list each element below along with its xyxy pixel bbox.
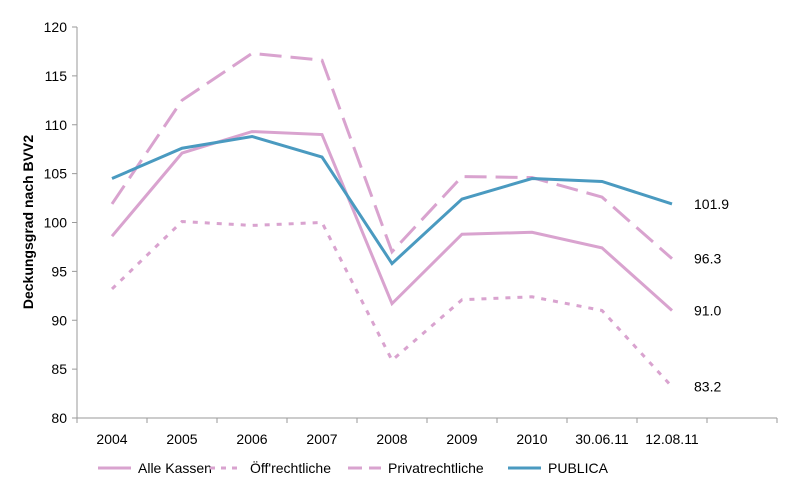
x-tick-label: 2007 [306, 431, 337, 447]
y-tick-label: 105 [44, 166, 68, 182]
legend-label: Alle Kassen [138, 460, 212, 476]
x-tick-label: 2005 [166, 431, 197, 447]
y-tick-label: 120 [44, 19, 68, 35]
x-tick-label: 30.06.11 [575, 431, 629, 447]
x-tick-label: 12.08.11 [645, 431, 699, 447]
legend-label: Privatrechtliche [388, 460, 484, 476]
x-tick-label: 2009 [446, 431, 477, 447]
legend-label: Öff'rechtliche [250, 459, 331, 476]
y-tick-label: 110 [45, 117, 68, 133]
series-line-2 [110, 219, 674, 388]
series-end-label: 83.2 [694, 379, 721, 395]
legend-label: PUBLICA [548, 460, 609, 476]
x-tick-label: 2010 [516, 431, 547, 447]
y-tick-label: 80 [51, 410, 67, 426]
y-tick-label: 90 [51, 312, 67, 328]
series-line-3 [110, 51, 673, 260]
y-tick-label: 95 [51, 263, 67, 279]
series-line-1 [110, 130, 673, 312]
x-tick-label: 2004 [96, 431, 127, 447]
axes: 80 85 90 95 100 105 110 115 120 2004 2005 2006 2007 2… [44, 19, 778, 447]
end-labels: 91.0 83.2 96.3 101.9 [694, 196, 729, 395]
series-end-label: 91.0 [694, 302, 721, 318]
x-tick-label: 2008 [376, 431, 407, 447]
series-lines [110, 51, 674, 388]
x-tick-label: 2006 [236, 431, 267, 447]
y-axis-label: Deckungsgrad nach BVV2 [20, 135, 36, 309]
y-tick-label: 115 [45, 68, 68, 84]
y-tick-label: 100 [44, 215, 68, 231]
series-end-label: 96.3 [694, 251, 721, 267]
y-tick-label: 85 [51, 361, 67, 377]
series-line-4 [111, 134, 673, 266]
series-end-label: 101.9 [694, 196, 729, 212]
legend: Alle Kassen Öff'rechtliche Privatrechtlich… [98, 459, 609, 476]
